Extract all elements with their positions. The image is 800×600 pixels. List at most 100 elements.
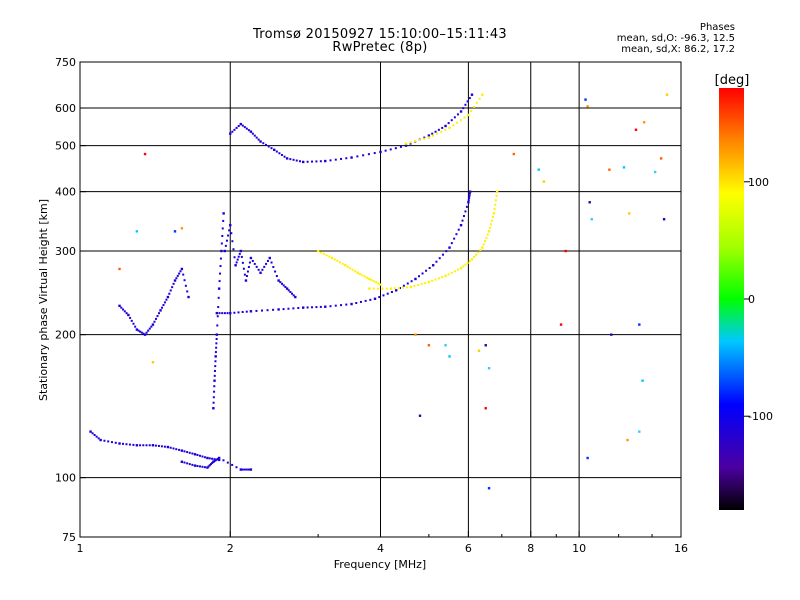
data-point xyxy=(642,121,646,124)
data-point xyxy=(242,267,245,270)
data-point xyxy=(322,252,325,255)
data-point xyxy=(243,273,246,276)
data-point xyxy=(201,455,204,458)
data-point xyxy=(212,401,215,404)
data-point xyxy=(191,463,194,466)
data-point xyxy=(608,168,611,171)
phase-stats-o-mode: mean, sd,O: -96.3, 12.5 xyxy=(616,33,735,44)
data-point xyxy=(456,113,459,116)
data-point xyxy=(413,285,416,288)
data-point xyxy=(273,148,276,152)
data-point xyxy=(162,304,165,307)
data-point xyxy=(91,432,94,435)
y-tick-label: 200 xyxy=(55,329,76,342)
data-point xyxy=(132,322,135,325)
data-point xyxy=(166,445,170,449)
data-point xyxy=(409,285,412,289)
data-point xyxy=(297,306,300,309)
data-point xyxy=(275,275,278,278)
data-point xyxy=(447,122,450,125)
data-point xyxy=(470,258,474,261)
data-point xyxy=(227,234,230,237)
data-point xyxy=(217,287,221,290)
data-point xyxy=(95,435,98,438)
data-point xyxy=(186,462,189,465)
data-point xyxy=(249,310,253,313)
data-point xyxy=(262,142,265,145)
data-point xyxy=(125,443,128,446)
data-point xyxy=(381,287,384,290)
data-point xyxy=(394,147,397,150)
data-point xyxy=(127,313,130,317)
data-point xyxy=(467,199,470,202)
data-point xyxy=(193,464,197,467)
data-point xyxy=(457,228,460,231)
data-point xyxy=(241,311,244,314)
y-axis: 75 100 200 300 400 500 600 750 xyxy=(55,56,86,544)
data-point xyxy=(180,227,184,230)
data-point xyxy=(418,138,421,141)
data-point xyxy=(366,276,369,279)
data-point xyxy=(542,180,546,183)
data-point xyxy=(154,317,157,320)
data-point xyxy=(175,277,178,280)
data-point xyxy=(270,147,273,150)
data-point xyxy=(216,324,219,327)
data-point xyxy=(378,296,381,299)
data-point xyxy=(319,251,322,254)
data-point xyxy=(470,93,474,96)
data-point xyxy=(135,230,139,233)
data-point xyxy=(350,156,353,159)
data-point xyxy=(489,226,492,229)
data-point xyxy=(390,290,393,293)
data-point xyxy=(466,100,469,103)
data-point xyxy=(241,261,244,264)
data-point xyxy=(475,253,478,256)
data-point xyxy=(306,306,309,309)
data-point xyxy=(484,407,487,410)
data-point xyxy=(341,262,344,265)
data-point xyxy=(455,233,458,236)
data-point xyxy=(431,264,435,267)
data-point xyxy=(151,361,155,364)
data-point xyxy=(99,438,102,442)
data-point xyxy=(345,303,348,306)
data-point xyxy=(237,311,240,314)
x-tick-label: 8 xyxy=(527,542,534,555)
y-tick-label: 75 xyxy=(62,531,76,544)
data-point xyxy=(289,158,292,161)
data-point xyxy=(224,244,227,247)
data-point xyxy=(397,286,400,289)
data-point xyxy=(334,304,337,307)
data-point xyxy=(423,137,426,140)
data-point xyxy=(203,456,206,459)
data-point xyxy=(361,274,364,277)
data-point xyxy=(173,230,177,233)
data-point xyxy=(208,457,211,460)
data-point xyxy=(336,259,339,262)
data-point xyxy=(356,155,359,158)
data-point xyxy=(409,141,412,144)
data-point xyxy=(292,294,295,297)
data-point xyxy=(450,242,453,245)
data-point xyxy=(404,142,408,145)
phase-stats-title: Phases xyxy=(699,22,735,33)
data-point xyxy=(373,152,376,155)
data-point xyxy=(261,268,264,271)
data-point xyxy=(421,272,424,275)
data-point xyxy=(278,152,281,155)
data-point xyxy=(494,199,497,202)
data-point xyxy=(315,306,318,309)
data-point xyxy=(494,203,497,206)
x-axis-label: Frequency [MHz] xyxy=(334,558,426,571)
data-point xyxy=(249,468,253,471)
data-point xyxy=(472,105,475,108)
data-point xyxy=(462,215,465,218)
y-tick-label: 500 xyxy=(55,140,76,153)
data-point xyxy=(245,127,248,130)
data-point xyxy=(182,273,185,276)
data-point xyxy=(226,461,229,464)
data-point xyxy=(114,441,117,444)
data-point xyxy=(401,286,404,289)
